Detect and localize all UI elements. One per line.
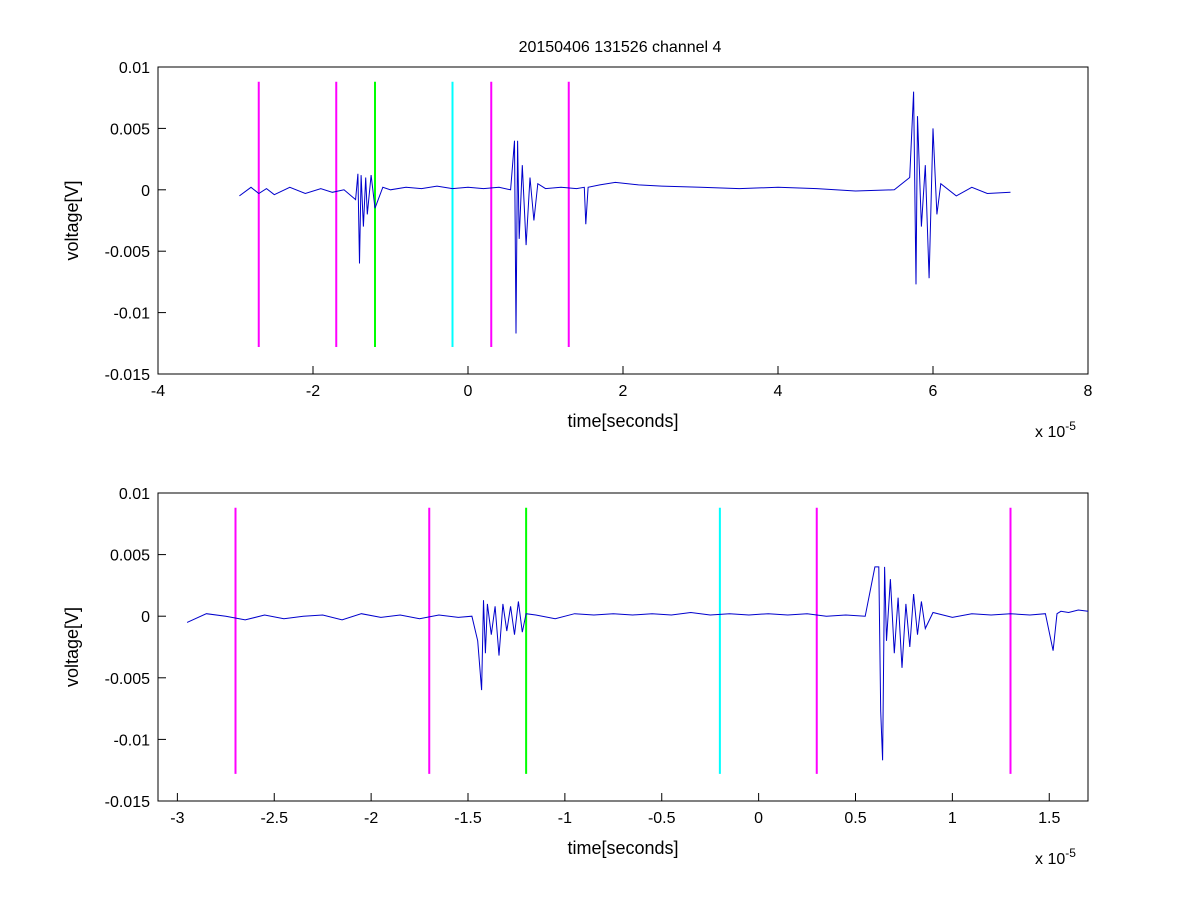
y-tick-label: 0.005 (110, 121, 150, 138)
x-axis-label: time[seconds] (567, 838, 678, 858)
x-tick-label: 1 (948, 810, 957, 827)
top-plot: 0.01 0.005 0 -0.005 -0.01 -0.015-4 -2 0 2 4 6 8 time… (62, 60, 1093, 441)
axes-box (157, 492, 1089, 802)
bottom-plot: 0.01 0.005 0 -0.005 -0.01 -0.015 -3 -2.5 -2 -1.5 -… (62, 486, 1089, 868)
y-tick-label: -0.005 (105, 671, 150, 688)
y-tick-label: 0 (141, 183, 150, 200)
y-tick-label: -0.015 (105, 367, 150, 384)
y-tick-label: 0.01 (119, 60, 150, 77)
x-exponent: -5 (1065, 419, 1076, 433)
y-tick-label: -0.01 (114, 306, 151, 323)
signal-line (186, 566, 1089, 761)
x-axis-label: time[seconds] (567, 411, 678, 431)
y-tick-label: -0.015 (105, 794, 150, 811)
x-tick-label: 1.5 (1038, 810, 1060, 827)
y-tick-label: 0.005 (110, 548, 150, 565)
x-tick-label: 6 (929, 383, 938, 400)
y-axis-label: voltage[V] (62, 607, 82, 687)
x-tick-label: -2 (306, 383, 320, 400)
x-tick-label: 0.5 (844, 810, 866, 827)
y-tick-label: -0.005 (105, 244, 150, 261)
x-tick-label: -3 (170, 810, 184, 827)
x-tick-label: 8 (1084, 383, 1093, 400)
y-tick-label: 0 (141, 609, 150, 626)
x-tick-label: -1 (558, 810, 572, 827)
x-tick-label: 4 (774, 383, 783, 400)
x-tick-label: -1.5 (454, 810, 482, 827)
y-tick-label: -0.01 (114, 732, 151, 749)
y-tick-label: 0.01 (119, 486, 150, 503)
x-tick-label: 0 (754, 810, 763, 827)
x-exponent: -5 (1065, 846, 1076, 860)
x-tick-label: -2 (364, 810, 378, 827)
x-tick-label: -2.5 (260, 810, 288, 827)
x-tick-label: -0.5 (648, 810, 676, 827)
signal-line (239, 91, 1011, 334)
x-tick-label: -4 (151, 383, 165, 400)
x-tick-label: 0 (464, 383, 473, 400)
axes-box (157, 66, 1089, 375)
x-exponent-label: x 10-5 (1035, 419, 1076, 441)
x-tick-label: 2 (619, 383, 628, 400)
figure-title: 20150406 131526 channel 4 (519, 39, 722, 56)
x-exponent-label: x 10-5 (1035, 846, 1076, 868)
y-axis-label: voltage[V] (62, 180, 82, 260)
